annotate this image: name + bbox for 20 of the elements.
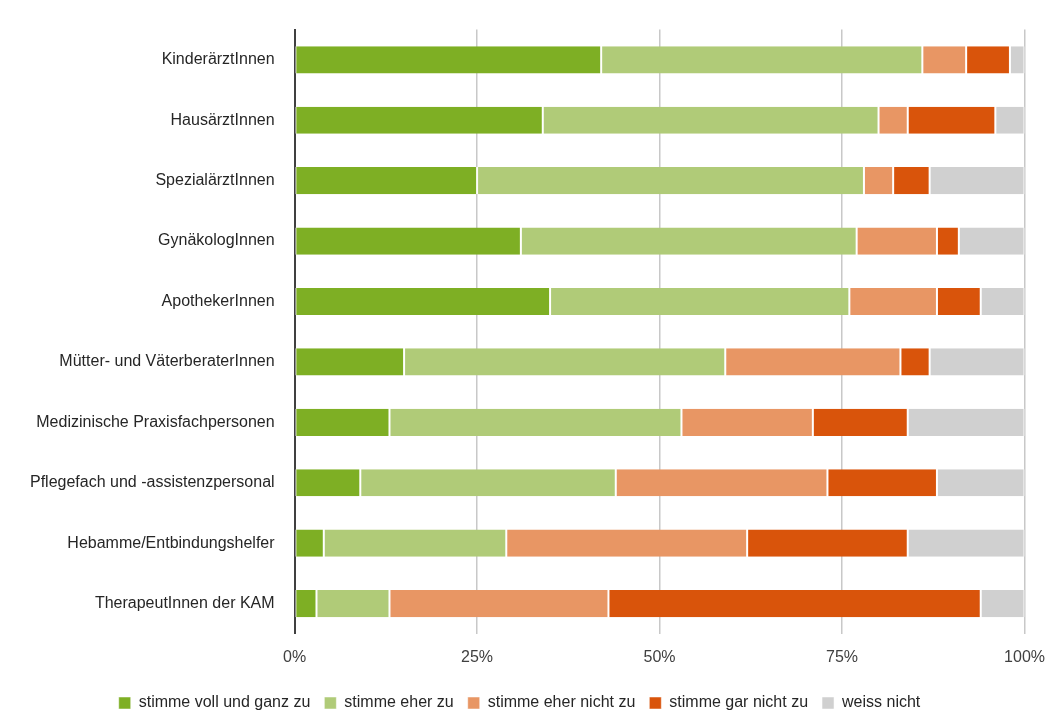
y-tick-label: SpezialärztInnen xyxy=(155,171,275,189)
legend-label: stimme voll und ganz zu xyxy=(138,693,311,711)
y-tick-label: Pflegefach und -assistenzpersonal xyxy=(30,473,275,491)
legend-label: weiss nicht xyxy=(841,693,921,711)
legend-label: stimme gar nicht zu xyxy=(669,693,809,711)
x-tick-label: 100% xyxy=(1004,647,1045,665)
y-tick-label: ApothekerInnen xyxy=(161,291,275,309)
legend-label: stimme eher nicht zu xyxy=(487,693,636,711)
y-tick-label: Mütter- und VäterberaterInnen xyxy=(59,352,275,370)
y-tick-label: TherapeutInnen der KAM xyxy=(94,594,275,611)
x-tick-label: 25% xyxy=(461,647,494,665)
y-tick-label: GynäkologInnen xyxy=(158,231,275,249)
x-tick-label: 50% xyxy=(643,647,676,665)
y-tick-label: HausärztInnen xyxy=(170,110,275,128)
y-tick-label: KinderärztInnen xyxy=(161,50,275,68)
y-tick-label: Hebamme/Entbindungshelfer xyxy=(67,533,276,551)
legend-label: stimme eher zu xyxy=(344,693,454,711)
x-tick-label: 0% xyxy=(283,647,307,665)
y-tick-label: Medizinische Praxisfachpersonen xyxy=(36,412,275,430)
x-tick-label: 75% xyxy=(826,647,859,665)
